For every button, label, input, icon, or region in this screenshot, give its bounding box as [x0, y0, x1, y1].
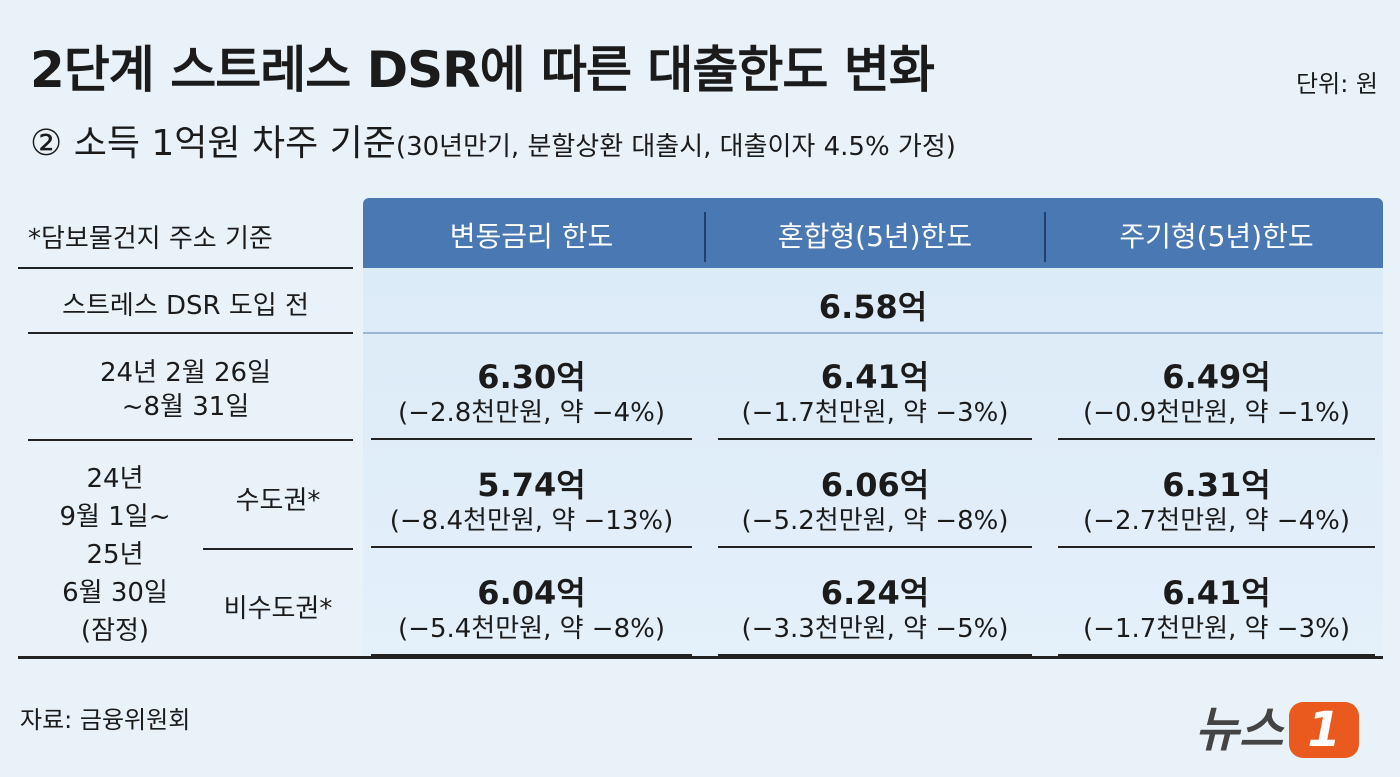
logo: 뉴스 1: [1195, 690, 1359, 760]
rule: [371, 546, 692, 548]
rule: [718, 654, 1032, 656]
rule: [1058, 546, 1375, 548]
amount: 6.06억: [820, 466, 930, 504]
amount: 6.31억: [1162, 466, 1271, 504]
rule: [371, 654, 692, 656]
column-header: 변동금리 한도: [449, 220, 614, 253]
subtitle: ② 소득 1억원 차주 기준(30년만기, 분할상환 대출시, 대출이자 4.5…: [30, 114, 956, 166]
rule: [704, 212, 706, 262]
change: (−0.9천만원, 약 −1%): [1083, 398, 1350, 428]
rule: [203, 548, 353, 550]
rule: [18, 267, 353, 269]
group-label: 9월 1일~: [59, 502, 171, 532]
row-label: 24년 2월 26일: [100, 358, 271, 388]
amount: 6.24억: [820, 574, 930, 612]
header-bar: [363, 198, 1383, 268]
group-label: 24년: [86, 464, 144, 494]
rule: [718, 438, 1032, 440]
amount: 6.30억: [477, 358, 586, 396]
change: (−1.7천만원, 약 −3%): [1083, 614, 1350, 644]
rule: [718, 546, 1032, 548]
change: (−5.2천만원, 약 −8%): [741, 506, 1009, 536]
group-label: 6월 30일: [62, 578, 168, 608]
change: (−8.4천만원, 약 −13%): [389, 506, 674, 536]
title: 2단계 스트레스 DSR에 따른 대출한도 변화: [30, 41, 935, 99]
column-header: 주기형(5년)한도: [1119, 220, 1314, 253]
change: (−2.8천만원, 약 −4%): [398, 398, 665, 428]
merged-value: 6.58억: [818, 288, 928, 326]
sub-label: 비수도권*: [223, 594, 333, 624]
group-label: (잠정): [80, 616, 150, 646]
amount: 6.49억: [1162, 358, 1271, 396]
subtitle-note: (30년만기, 분할상환 대출시, 대출이자 4.5% 가정): [395, 132, 956, 162]
change: (−5.4천만원, 약 −8%): [398, 614, 665, 644]
amount: 6.41억: [820, 358, 930, 396]
logo-number: 1: [1289, 702, 1359, 758]
change: (−2.7천만원, 약 −4%): [1083, 506, 1350, 536]
table-note: *담보물건지 주소 기준: [28, 224, 273, 254]
subtitle-main: ② 소득 1억원 차주 기준: [30, 123, 396, 164]
rule: [1058, 654, 1375, 656]
rule: [371, 438, 692, 440]
rule: [18, 656, 1383, 659]
sub-label: 수도권*: [235, 486, 321, 516]
amount: 6.41억: [1162, 574, 1271, 612]
amount: 5.74억: [477, 466, 586, 504]
row-label: 스트레스 DSR 도입 전: [62, 291, 309, 321]
logo-text: 뉴스: [1195, 702, 1284, 758]
unit: 단위: 원: [1296, 70, 1378, 98]
rule: [363, 332, 1383, 334]
change: (−3.3천만원, 약 −5%): [741, 614, 1009, 644]
amount: 6.04억: [477, 574, 586, 612]
change: (−1.7천만원, 약 −3%): [741, 398, 1009, 428]
column-header: 혼합형(5년)한도: [777, 220, 973, 253]
row-label: ~8월 31일: [121, 392, 250, 422]
group-label: 25년: [86, 540, 144, 570]
source: 자료: 금융위원회: [20, 706, 191, 734]
rule: [1044, 212, 1046, 262]
rule: [1058, 438, 1375, 440]
rule: [28, 439, 353, 441]
rule: [28, 332, 353, 334]
